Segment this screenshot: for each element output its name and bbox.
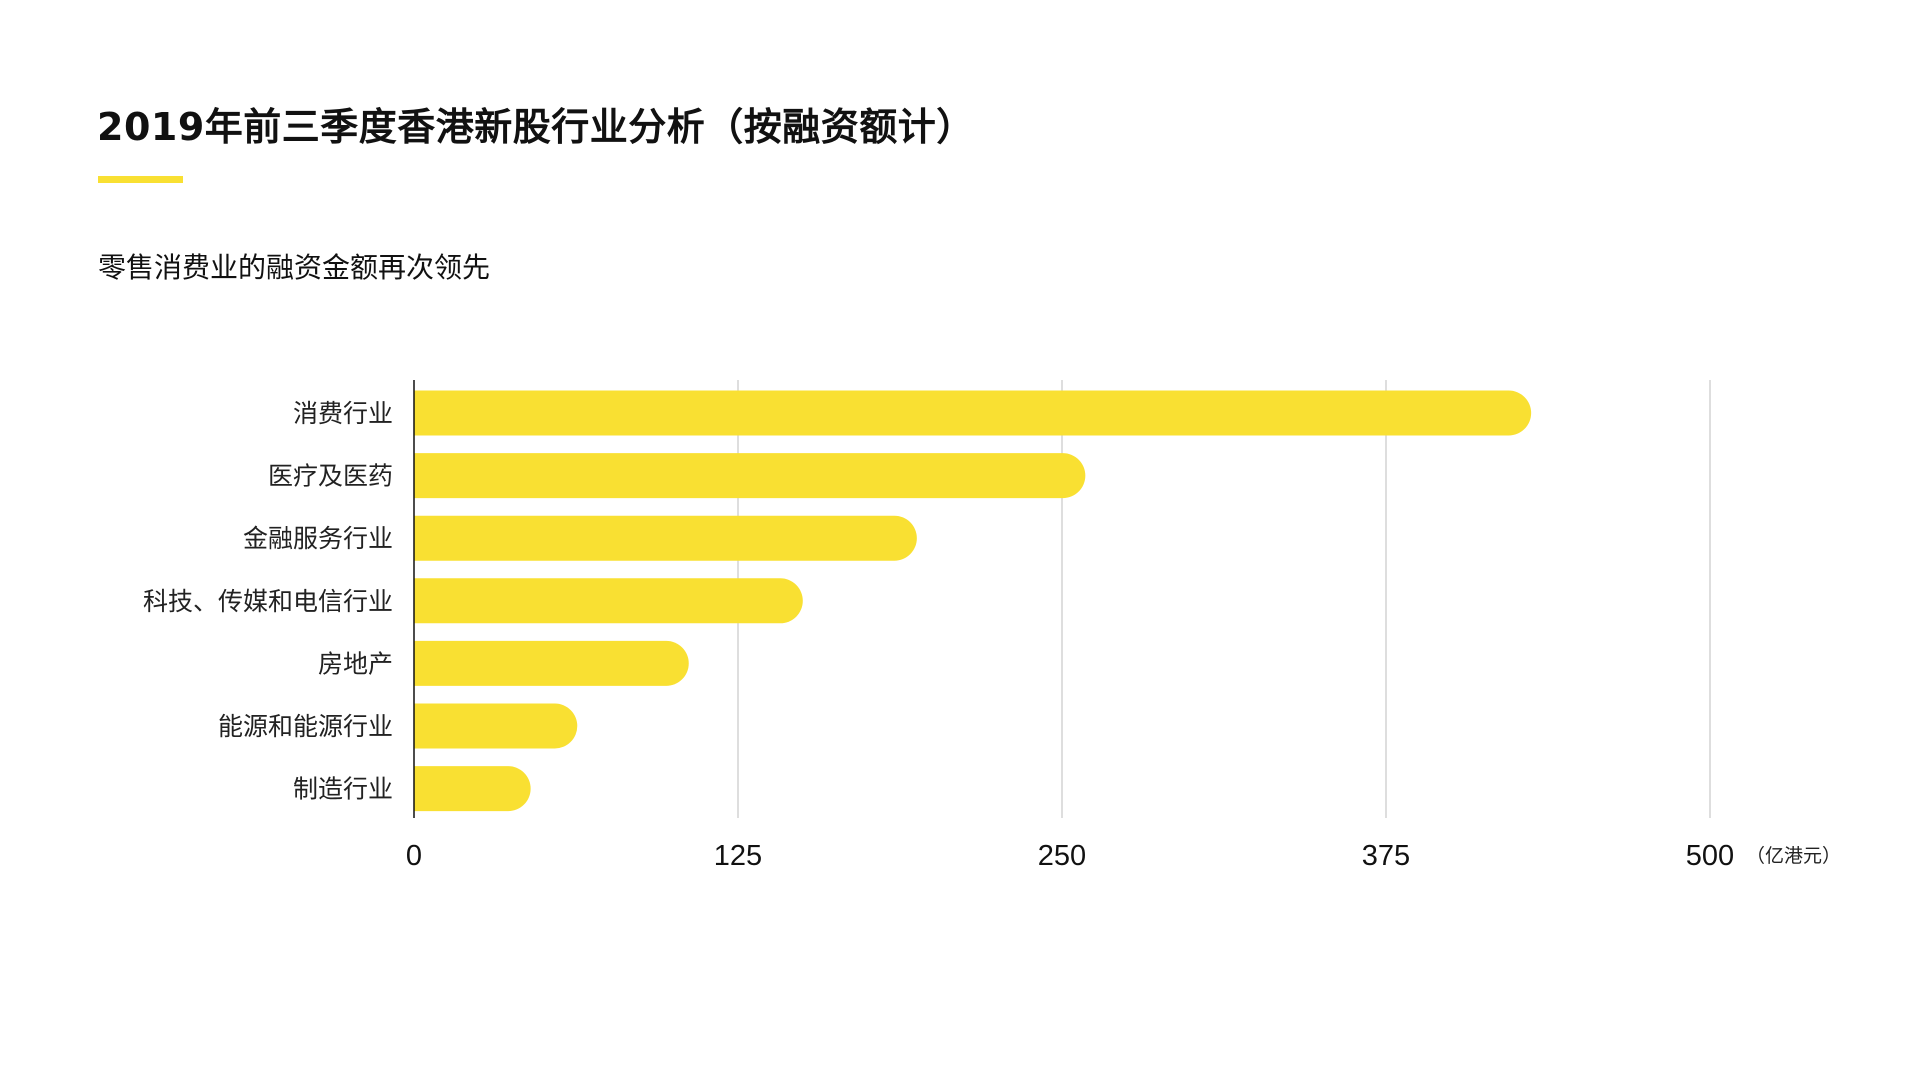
x-tick-label: 0 [406,840,422,872]
category-label: 房地产 [318,649,393,678]
bar [414,766,531,812]
x-tick-label: 125 [714,840,762,872]
x-tick-label: 250 [1038,840,1086,872]
category-label: 科技、传媒和电信行业 [143,587,393,616]
chart-title: 2019年前三季度香港新股行业分析（按融资额计） [97,105,975,149]
bar [414,578,803,624]
title-accent-bar [98,176,183,183]
bar [414,640,689,686]
x-tick-label: 500 [1686,840,1734,872]
bar [414,703,578,749]
category-label: 制造行业 [293,775,393,804]
unit-label: （亿港元） [1746,845,1841,867]
x-tick-label: 375 [1362,840,1410,872]
bar [414,515,917,561]
category-label: 能源和能源行业 [218,712,393,741]
bar [414,390,1532,436]
category-label: 消费行业 [293,399,393,428]
category-label: 医疗及医药 [268,462,393,491]
chart-subtitle: 零售消费业的融资金额再次领先 [98,251,491,284]
category-label: 金融服务行业 [243,524,393,553]
bar [414,453,1086,499]
